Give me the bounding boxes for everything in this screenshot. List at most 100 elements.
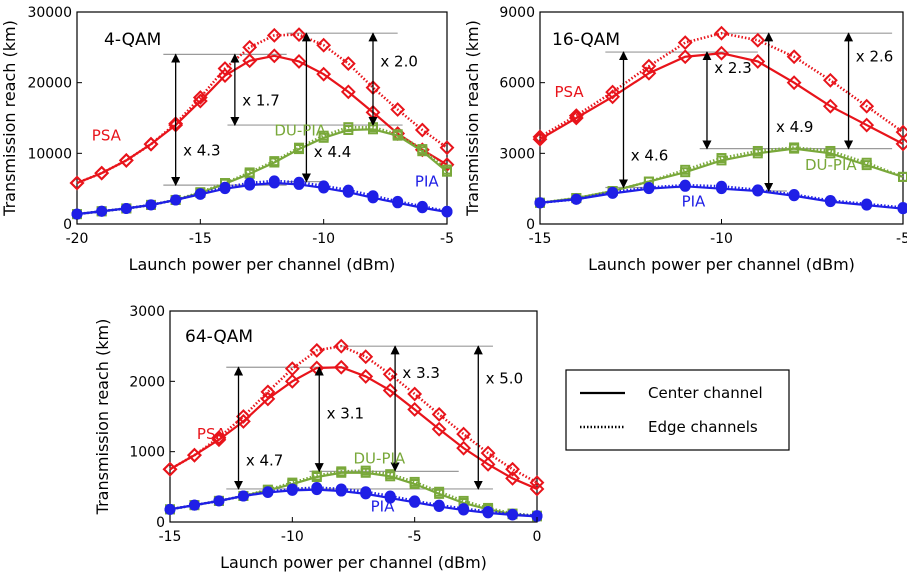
data-point [213,495,225,507]
x-tick-label: -15 [159,529,182,545]
y-tick-label: 0 [526,217,535,233]
series-line [539,147,904,204]
x-axis-label: Launch power per channel (dBm) [129,255,396,274]
series-pia-edge [534,179,907,214]
data-point [311,482,323,494]
series-psa-edge [162,338,545,491]
data-point [340,56,356,72]
x-tick-label: 0 [533,529,542,545]
x-tick-label: -5 [896,231,907,247]
data-point [219,181,231,193]
data-point [284,361,300,377]
ratio-label: x 4.3 [183,141,221,159]
series-label-du-pia: DU-PIA [805,156,857,174]
data-point [788,189,800,201]
series-line [169,488,538,518]
data-point [433,499,445,511]
data-point [570,193,582,205]
y-tick-label: 3000 [499,146,535,162]
data-point [384,490,396,502]
series-line [169,486,538,517]
data-point [895,124,907,140]
data-point [716,153,727,164]
x-tick-label: -20 [66,231,89,247]
panel-title: 16-QAM [552,30,620,50]
y-tick-label: 0 [156,515,165,531]
data-point [529,481,545,497]
series-line [76,54,448,185]
data-point [786,75,802,91]
data-point [507,508,519,520]
legend-center-label: Center channel [648,384,763,402]
data-point [752,184,764,196]
data-point [96,205,108,217]
legend: Center channel Edge channels [565,369,790,451]
data-point [358,368,374,384]
data-point [360,465,371,476]
chart-panel-16qam: x 4.6 x 2.3 x 4.9 x 2.6 PSA DU-PIA PIA -15 -10 -5… [463,5,907,274]
data-point [318,130,329,141]
data-point [861,198,873,210]
data-point [789,142,800,153]
series-line [169,469,538,517]
data-point [118,152,134,168]
ratio-label: x 2.3 [714,59,752,77]
data-point [316,37,332,53]
data-point [716,180,727,192]
data-point [367,190,379,202]
data-point [643,181,655,193]
legend-box [565,369,790,451]
plot-area [76,11,448,225]
data-point [480,456,496,472]
data-point [442,164,452,175]
y-tick-label: 3000 [129,304,165,320]
data-point [409,495,421,507]
data-point [335,483,347,495]
series-line [169,344,538,484]
data-point [333,359,349,375]
data-point [482,505,494,517]
data-point [417,144,428,155]
x-tick-label: -5 [440,231,454,247]
data-point [607,186,619,198]
data-point [94,165,110,181]
data-point [409,476,420,487]
data-point [309,342,325,358]
data-point [360,486,372,498]
data-point [822,98,838,114]
y-axis-label: Transmission reach (km) [0,20,19,217]
chart-panel-4qam: x 4.3 x 1.7 x 4.4 x 2.0 PSA DU-PIA PIA -20 -15 -1… [0,5,455,274]
data-point [266,27,282,43]
ratio-label: x 2.6 [856,47,894,65]
data-point [340,84,356,100]
data-point [162,461,178,477]
ratio-label: x 4.4 [314,143,352,161]
data-point [824,194,836,206]
y-tick-label: 30000 [27,5,72,21]
y-tick-label: 20000 [27,76,72,92]
data-point [390,102,406,117]
data-point [237,490,249,502]
data-point [242,39,258,55]
data-point [441,205,453,217]
x-tick-label: -15 [189,231,212,247]
series-psa-edge [532,25,907,145]
data-point [194,188,206,200]
data-point [750,54,766,69]
y-tick-label: 10000 [27,146,72,162]
data-point [480,445,496,461]
ratio-label: x 1.7 [242,91,280,109]
data-point [333,338,349,354]
data-point [505,461,520,477]
data-point [641,58,657,74]
data-point [164,503,176,515]
ratio-label: x 4.6 [631,146,669,164]
data-point [318,180,330,192]
data-point [786,49,802,65]
data-point [316,66,332,82]
series-psa-center [532,45,907,152]
data-point [192,90,208,105]
data-point [268,175,280,187]
data-point [859,117,875,133]
